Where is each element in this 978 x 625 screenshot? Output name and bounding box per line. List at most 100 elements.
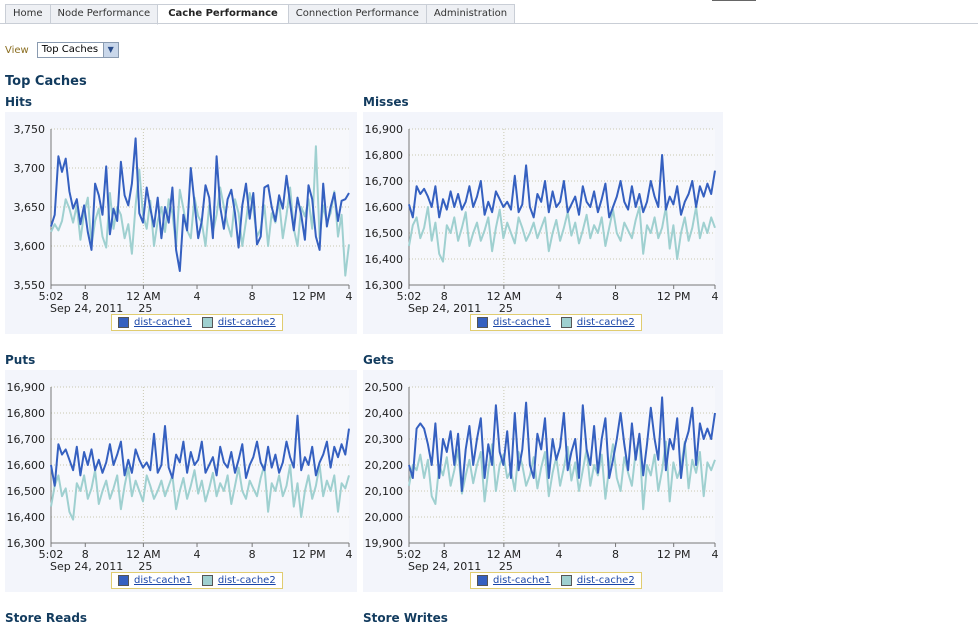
legend-swatch-cache1 <box>477 575 488 586</box>
x-tick-label: 12 AM <box>487 290 522 303</box>
y-tick-label: 16,600 <box>365 201 404 214</box>
tab-home[interactable]: Home <box>5 4 50 24</box>
y-tick-label: 16,600 <box>7 459 46 472</box>
chart-gets: 20,500 20,400 20,300 20,200 20,100 20,000 19,9… <box>365 381 719 573</box>
legend-swatch-cache1 <box>118 575 129 586</box>
x-tick-label: 8 <box>612 548 619 561</box>
chart-title-store-reads: Store Reads <box>5 611 88 625</box>
legend-link-cache1[interactable]: dist-cache1 <box>493 317 551 328</box>
y-tick-label: 3,550 <box>14 279 46 292</box>
y-tick-label: 19,900 <box>365 537 404 550</box>
x-date-label: Sep 24, 2011 <box>408 302 481 315</box>
x-tick-label: 8 <box>82 548 89 561</box>
y-tick-label: 20,100 <box>365 485 404 498</box>
view-row: View Top Caches ▼ <box>5 42 119 58</box>
y-tick-label: 3,750 <box>14 123 46 136</box>
y-tick-label: 20,500 <box>365 381 404 394</box>
view-select[interactable]: Top Caches ▼ <box>36 42 119 58</box>
y-tick-label: 16,300 <box>365 279 404 292</box>
x-tick-label: 4 <box>346 548 353 561</box>
x-tick-label: 4 <box>555 290 562 303</box>
chart-panel-misses: 16,900 16,800 16,700 16,600 16,500 16,400 16,3… <box>363 112 723 334</box>
plot-area <box>51 387 349 543</box>
x-tick-label: 12 PM <box>292 290 326 303</box>
y-tick-label: 3,650 <box>14 201 46 214</box>
y-tick-label: 16,900 <box>365 123 404 136</box>
chart-puts: 16,900 16,800 16,700 16,600 16,500 16,400 16,3… <box>7 381 353 573</box>
x-day-label: 25 <box>499 302 513 315</box>
y-tick-label: 16,400 <box>7 511 46 524</box>
tab-administration[interactable]: Administration <box>425 4 516 24</box>
x-day-label: 25 <box>499 560 513 573</box>
legend-swatch-cache2 <box>201 575 213 586</box>
chart-title-hits: Hits <box>5 95 33 109</box>
x-tick-label: 8 <box>441 290 448 303</box>
y-tick-label: 20,000 <box>365 511 404 524</box>
legend-swatch-cache1 <box>118 317 129 328</box>
y-tick-label: 16,500 <box>365 227 404 240</box>
chart-panel-puts: 16,900 16,800 16,700 16,600 16,500 16,400 16,3… <box>5 370 357 592</box>
tab-cache-performance[interactable]: Cache Performance <box>157 4 288 25</box>
x-tick-label: 4 <box>346 290 353 303</box>
x-tick-label: 12 PM <box>657 548 691 561</box>
x-tick-label: 4 <box>555 548 562 561</box>
legend-swatch-cache1 <box>477 317 488 328</box>
series-line-dist-cache2 <box>50 464 350 521</box>
tab-divider <box>0 23 978 24</box>
x-tick-label: 12 AM <box>126 290 161 303</box>
y-tick-label: 16,800 <box>7 407 46 420</box>
legend-puts: dist-cache1 dist-cache2 <box>111 572 283 589</box>
x-tick-label: 8 <box>249 548 256 561</box>
y-tick-label: 16,700 <box>7 433 46 446</box>
series-line-dist-cache1 <box>50 414 350 487</box>
y-tick-label: 16,300 <box>7 537 46 550</box>
tab-connection-performance[interactable]: Connection Performance <box>287 4 426 24</box>
tab-node-performance[interactable]: Node Performance <box>49 4 158 24</box>
x-tick-label: 12 PM <box>657 290 691 303</box>
x-date-label: Sep 24, 2011 <box>50 302 123 315</box>
x-tick-label: 8 <box>612 290 619 303</box>
chart-misses: 16,900 16,800 16,700 16,600 16,500 16,400 16,3… <box>365 123 719 315</box>
y-tick-label: 3,700 <box>14 162 46 175</box>
y-tick-label: 16,700 <box>365 175 404 188</box>
chart-title-gets: Gets <box>363 353 394 367</box>
x-tick-label: 5:02 <box>397 290 422 303</box>
x-tick-label: 8 <box>82 290 89 303</box>
top-edge-bar <box>712 0 756 1</box>
legend-link-cache1[interactable]: dist-cache1 <box>134 317 192 328</box>
x-day-label: 25 <box>138 560 152 573</box>
legend-swatch-cache2 <box>201 317 213 328</box>
chart-title-puts: Puts <box>5 353 36 367</box>
series-line-dist-cache1 <box>408 154 716 219</box>
legend-link-cache2[interactable]: dist-cache2 <box>576 575 635 586</box>
x-date-label: Sep 24, 2011 <box>50 560 123 573</box>
y-tick-label: 20,300 <box>365 433 404 446</box>
legend-link-cache2[interactable]: dist-cache2 <box>576 317 635 328</box>
legend-link-cache1[interactable]: dist-cache1 <box>134 575 192 586</box>
legend-link-cache1[interactable]: dist-cache1 <box>493 575 551 586</box>
x-tick-label: 12 AM <box>126 548 161 561</box>
chart-panel-gets: 20,500 20,400 20,300 20,200 20,100 20,000 19,9… <box>363 370 723 592</box>
chart-panel-hits: 3,750 3,700 3,650 3,600 3,550 5:02 8 12 AM 4 8 12 … <box>5 112 357 334</box>
legend-link-cache2[interactable]: dist-cache2 <box>217 317 276 328</box>
chevron-down-icon[interactable]: ▼ <box>102 43 118 57</box>
x-tick-label: 4 <box>194 548 201 561</box>
x-tick-label: 5:02 <box>39 548 64 561</box>
series-line-dist-cache1 <box>50 137 350 272</box>
x-day-label: 25 <box>138 302 152 315</box>
plot-area <box>51 129 349 285</box>
legend-misses: dist-cache1 dist-cache2 <box>470 314 642 331</box>
legend-link-cache2[interactable]: dist-cache2 <box>217 575 276 586</box>
x-tick-label: 4 <box>712 548 719 561</box>
x-tick-label: 8 <box>441 548 448 561</box>
series-line-dist-cache2 <box>50 145 350 277</box>
x-tick-label: 5:02 <box>39 290 64 303</box>
legend-hits: dist-cache1 dist-cache2 <box>111 314 283 331</box>
legend-swatch-cache2 <box>560 317 572 328</box>
legend-swatch-cache2 <box>560 575 572 586</box>
y-tick-label: 16,800 <box>365 149 404 162</box>
x-tick-label: 4 <box>194 290 201 303</box>
section-title: Top Caches <box>5 74 87 89</box>
y-tick-label: 16,400 <box>365 253 404 266</box>
